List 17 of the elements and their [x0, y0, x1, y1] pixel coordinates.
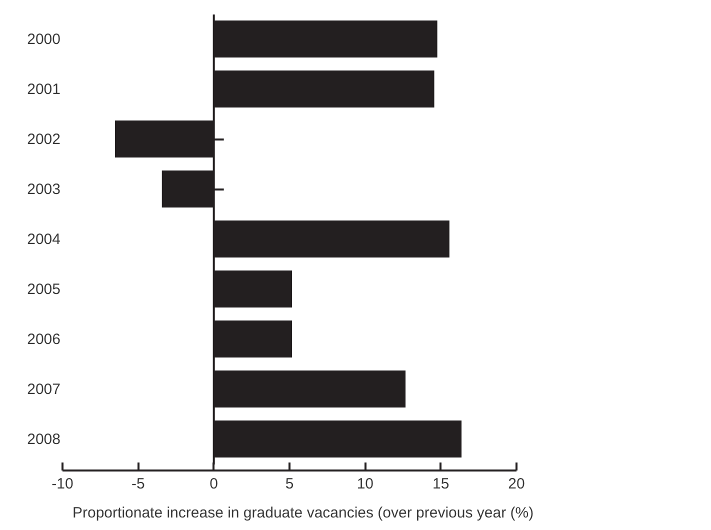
y-tick-label: 2008: [27, 431, 60, 448]
y-tick-label: 2004: [27, 231, 60, 248]
x-tick-label: 5: [285, 476, 294, 492]
x-tick-label: 0: [210, 476, 218, 492]
y-tick-label: 2001: [27, 81, 60, 98]
y-tick-label: 2002: [27, 131, 60, 148]
x-tick-label: -10: [52, 476, 74, 492]
x-tick-label: -5: [131, 476, 145, 492]
x-tick-label: 15: [432, 476, 450, 492]
x-tick-label: 20: [508, 476, 525, 492]
y-tick-label: 2007: [27, 381, 60, 398]
y-tick-label: 2000: [27, 31, 60, 48]
y-tick-label: 2003: [27, 181, 60, 198]
y-tick-label: 2006: [27, 331, 60, 348]
x-axis-title: Proportionate increase in graduate vacancies (over previous year (%): [72, 504, 534, 522]
x-tick-label: 10: [356, 476, 374, 492]
y-tick-label: 2005: [27, 281, 60, 298]
